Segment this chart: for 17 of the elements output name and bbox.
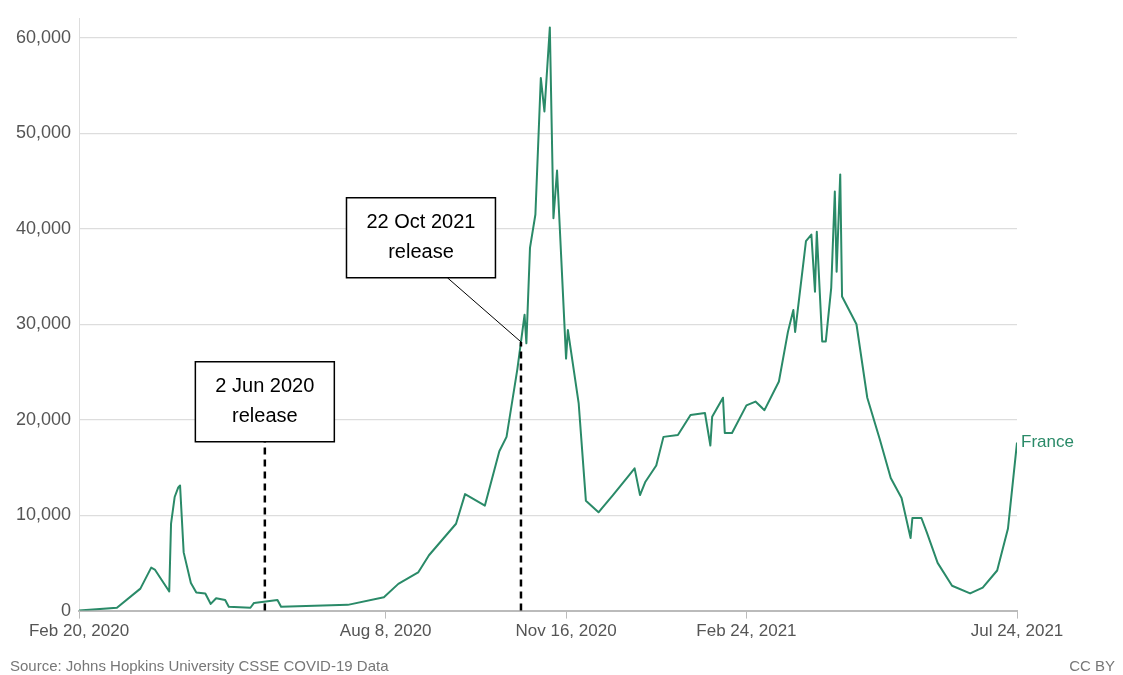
ref-line-label: 2 Jun 2020 release bbox=[215, 374, 315, 427]
y-tick-label: 10,000 bbox=[15, 504, 72, 525]
y-tick-label: 60,000 bbox=[15, 26, 72, 47]
text: CC BY bbox=[1069, 657, 1115, 674]
y-tick-label: 30,000 bbox=[15, 313, 72, 334]
y-tick-label: 50,000 bbox=[15, 122, 72, 143]
y-tick-label: 0 bbox=[61, 599, 72, 620]
x-tick-label: Feb 24, 2021 bbox=[696, 621, 797, 641]
y-tick-label: 40,000 bbox=[15, 217, 72, 238]
series-label: France bbox=[1021, 432, 1074, 452]
x-tick-label: Nov 16, 2020 bbox=[515, 621, 617, 641]
x-tick-label: Jul 24, 2021 bbox=[970, 621, 1064, 641]
x-tick-label: Feb 20, 2020 bbox=[28, 621, 130, 641]
source-note: Source: Johns Hopkins University CSSE COVID-19 Data bbox=[10, 657, 390, 674]
ref-line-label: 22 Oct 2021 release bbox=[366, 210, 476, 263]
x-tick-label: Aug 8, 2020 bbox=[339, 621, 432, 641]
y-tick-label: 20,000 bbox=[15, 408, 72, 429]
